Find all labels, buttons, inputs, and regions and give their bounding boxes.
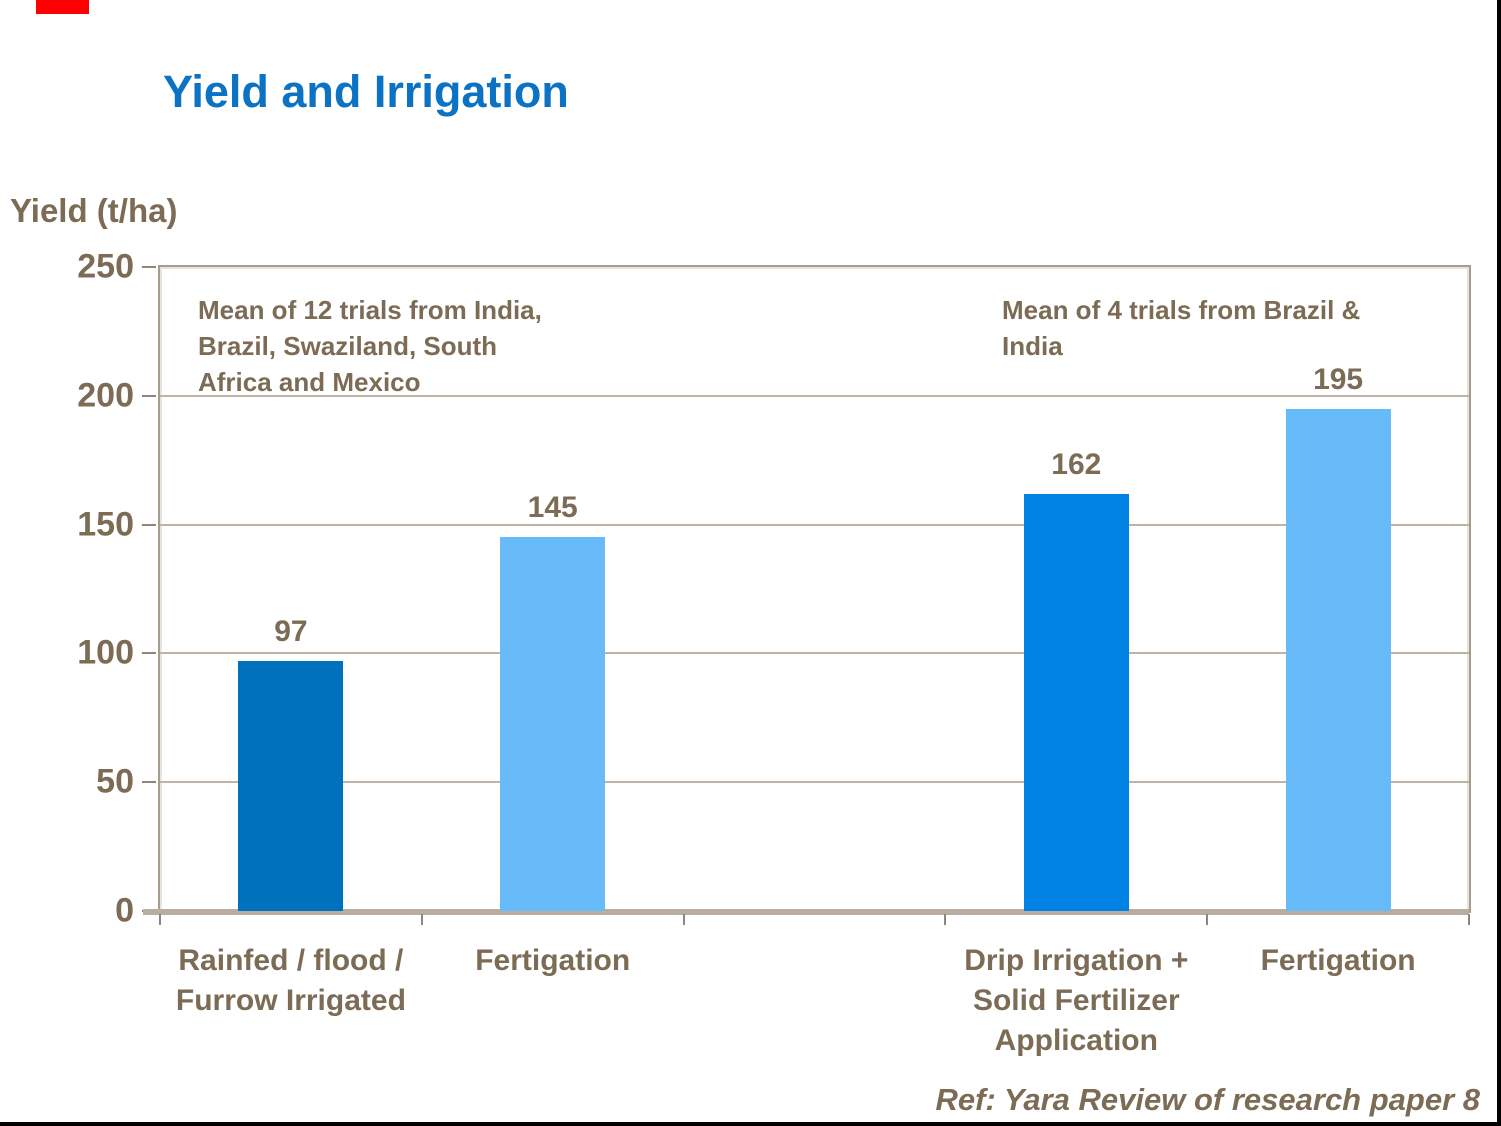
bar-value-label: 97 <box>274 615 308 649</box>
bar <box>500 537 606 911</box>
bar-value-label: 195 <box>1313 362 1364 396</box>
y-tick-mark <box>142 781 156 784</box>
y-tick-label: 0 <box>115 891 134 930</box>
gridline <box>160 781 1469 784</box>
y-tick-mark <box>142 266 156 268</box>
bar-value-label: 145 <box>527 491 578 525</box>
annotation-right: Mean of 4 trials from Brazil & India <box>1002 295 1361 361</box>
footer-reference: Ref: Yara Review of research paper 8 <box>935 1082 1480 1117</box>
bar <box>1023 493 1129 911</box>
y-tick-mark <box>142 523 156 526</box>
y-axis-title: Yield (t/ha) <box>10 192 178 229</box>
plot-area: 97 145 162 195 <box>143 265 1471 925</box>
y-tick-label: 250 <box>77 247 134 286</box>
x-axis-label: Fertigation <box>475 944 631 977</box>
slide-border-bottom <box>0 1122 1501 1126</box>
bar <box>1285 408 1391 911</box>
bar-value-label: 162 <box>1051 447 1102 481</box>
y-tick-label: 100 <box>77 633 134 672</box>
x-axis-label: Drip Irrigation + Solid Fertilizer Appli… <box>964 944 1189 1057</box>
x-axis-baseline <box>143 909 1469 915</box>
y-axis: 0 50 100 150 200 250 <box>0 248 158 930</box>
corner-accent-mark <box>36 0 89 14</box>
x-axis-tick <box>420 914 423 925</box>
slide-border-right <box>1497 0 1501 1126</box>
gridline <box>160 523 1469 526</box>
x-axis-tick <box>1468 914 1470 925</box>
y-tick-label: 50 <box>96 762 134 801</box>
y-tick-mark <box>142 394 156 397</box>
y-tick-label: 150 <box>77 505 134 544</box>
x-axis-tick <box>159 914 161 925</box>
x-axis-tick <box>682 914 685 925</box>
x-axis-tick <box>1206 914 1209 925</box>
x-axis-label: Rainfed / flood / Furrow Irrigated <box>175 944 406 1017</box>
y-tick-mark <box>142 652 156 655</box>
x-axis-tick <box>944 914 947 925</box>
slide-title: Yield and Irrigation <box>163 66 569 117</box>
x-axis-label: Fertigation <box>1260 944 1416 977</box>
gridline <box>160 652 1469 655</box>
bar <box>238 661 344 911</box>
y-tick-label: 200 <box>77 376 134 415</box>
gridline <box>160 394 1469 397</box>
annotation-left: Mean of 12 trials from India, Brazil, Sw… <box>198 295 542 397</box>
